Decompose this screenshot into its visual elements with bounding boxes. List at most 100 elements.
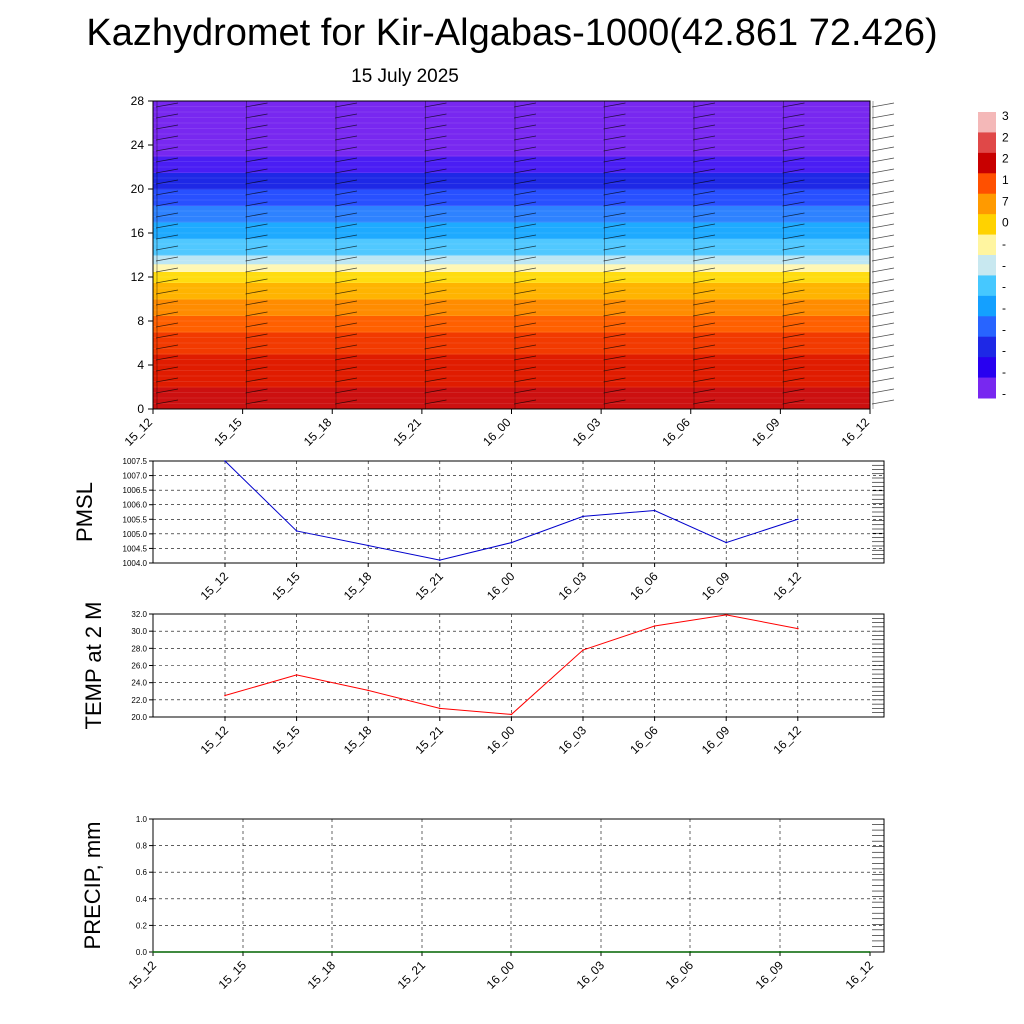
wind-barb <box>782 146 805 152</box>
y-tick-label: 22.0 <box>131 696 147 705</box>
wind-barb <box>424 168 447 174</box>
colorbar-label: - <box>1002 344 1006 358</box>
wind-barb <box>334 289 358 295</box>
wind-barb <box>155 278 179 284</box>
wind-barb <box>692 201 716 207</box>
wind-barb <box>155 113 179 119</box>
wind-barb <box>871 278 895 284</box>
wind-barb <box>603 124 626 130</box>
wind-barb <box>155 201 179 207</box>
x-tick-label: 16_09 <box>749 415 783 449</box>
wind-barb <box>782 124 805 130</box>
wind-barb <box>334 355 358 361</box>
wind-barb <box>603 245 626 251</box>
wind-barb <box>692 355 716 361</box>
y-tick-label: 1.0 <box>136 815 148 824</box>
data-point <box>421 951 423 953</box>
colorbar: 3 2 2 1 7 0 - - - - - - - - <box>978 109 1009 400</box>
wind-barb <box>513 168 537 174</box>
wind-barb <box>513 201 537 207</box>
wind-barb <box>603 366 626 372</box>
wind-barb <box>782 344 805 350</box>
x-tick-label: 15_18 <box>341 569 375 603</box>
wind-barb <box>692 113 716 119</box>
wind-barb <box>424 388 447 394</box>
wind-barb <box>603 256 626 262</box>
colorbar-label: - <box>1002 237 1006 251</box>
data-point <box>689 951 692 953</box>
heatmap-band <box>153 271 870 283</box>
colorbar-swatch <box>978 214 996 236</box>
heatmap-panel: 0 4 8 12 16 20 24 28 15_12 15_15 15_18 15_21 16_00 16… <box>122 94 895 449</box>
wind-barb <box>334 245 358 251</box>
wind-barb <box>603 201 626 207</box>
wind-barb <box>692 179 716 185</box>
x-tick-label: 15_12 <box>126 958 160 992</box>
heatmap-band <box>153 172 870 190</box>
wind-barb <box>782 245 805 251</box>
wind-barb <box>155 300 179 306</box>
wind-barb <box>245 113 268 119</box>
wind-barb <box>424 102 447 108</box>
wind-barb <box>782 234 805 240</box>
wind-barb <box>692 344 716 350</box>
wind-barb <box>334 399 358 405</box>
wind-barb <box>424 377 447 383</box>
wind-barb <box>334 168 358 174</box>
wind-barb <box>603 179 626 185</box>
wind-barb <box>513 113 537 119</box>
wind-barb <box>513 190 537 196</box>
data-point <box>582 515 584 518</box>
wind-barb <box>424 366 447 372</box>
wind-barb <box>871 366 895 372</box>
colorbar-label: - <box>1002 301 1006 315</box>
wind-barb <box>155 212 179 218</box>
wind-barb <box>155 102 179 108</box>
y-axis-label: PMSL <box>72 482 97 542</box>
wind-barb <box>155 256 179 262</box>
heatmap-band <box>153 299 870 316</box>
wind-barb <box>334 311 358 317</box>
colorbar-swatch <box>978 295 996 317</box>
wind-barb <box>334 366 358 372</box>
wind-barb <box>513 311 537 317</box>
wind-barb <box>603 190 626 196</box>
wind-barb <box>245 333 268 339</box>
wind-barb <box>513 300 537 306</box>
wind-barb <box>692 322 716 328</box>
wind-barb <box>155 135 179 141</box>
data-point <box>725 614 727 616</box>
wind-barb <box>245 399 268 405</box>
y-tick-label: 32.0 <box>131 610 147 619</box>
y-tick-label: 0.4 <box>136 895 148 904</box>
wind-barb <box>424 212 447 218</box>
wind-barb <box>603 344 626 350</box>
wind-barb <box>245 377 268 383</box>
wind-barb <box>692 190 716 196</box>
wind-barb <box>603 168 626 174</box>
heatmap-band <box>153 263 870 272</box>
wind-barb <box>155 289 179 295</box>
wind-barb <box>245 168 268 174</box>
wind-barb <box>513 377 537 383</box>
x-tick-label: 16_12 <box>839 415 873 449</box>
y-tick-label: 12 <box>131 270 145 284</box>
data-point <box>653 509 656 512</box>
y-tick-label: 20.0 <box>131 713 147 722</box>
x-tick-label: 16_06 <box>659 415 693 449</box>
colorbar-label: 2 <box>1002 152 1009 166</box>
wind-barb <box>692 399 716 405</box>
colorbar-label: - <box>1002 280 1006 294</box>
wind-barb <box>871 124 895 130</box>
x-tick-label: 16_09 <box>699 723 733 757</box>
y-tick-label: 1007.5 <box>123 457 148 466</box>
wind-barb <box>245 355 268 361</box>
wind-barb <box>513 355 537 361</box>
wind-barb <box>334 256 358 262</box>
wind-barb <box>692 267 716 273</box>
wind-barb <box>155 146 179 152</box>
wind-barb <box>424 355 447 361</box>
wind-barb <box>871 300 895 306</box>
colorbar-swatch <box>978 316 996 338</box>
heatmap-band <box>153 282 870 300</box>
